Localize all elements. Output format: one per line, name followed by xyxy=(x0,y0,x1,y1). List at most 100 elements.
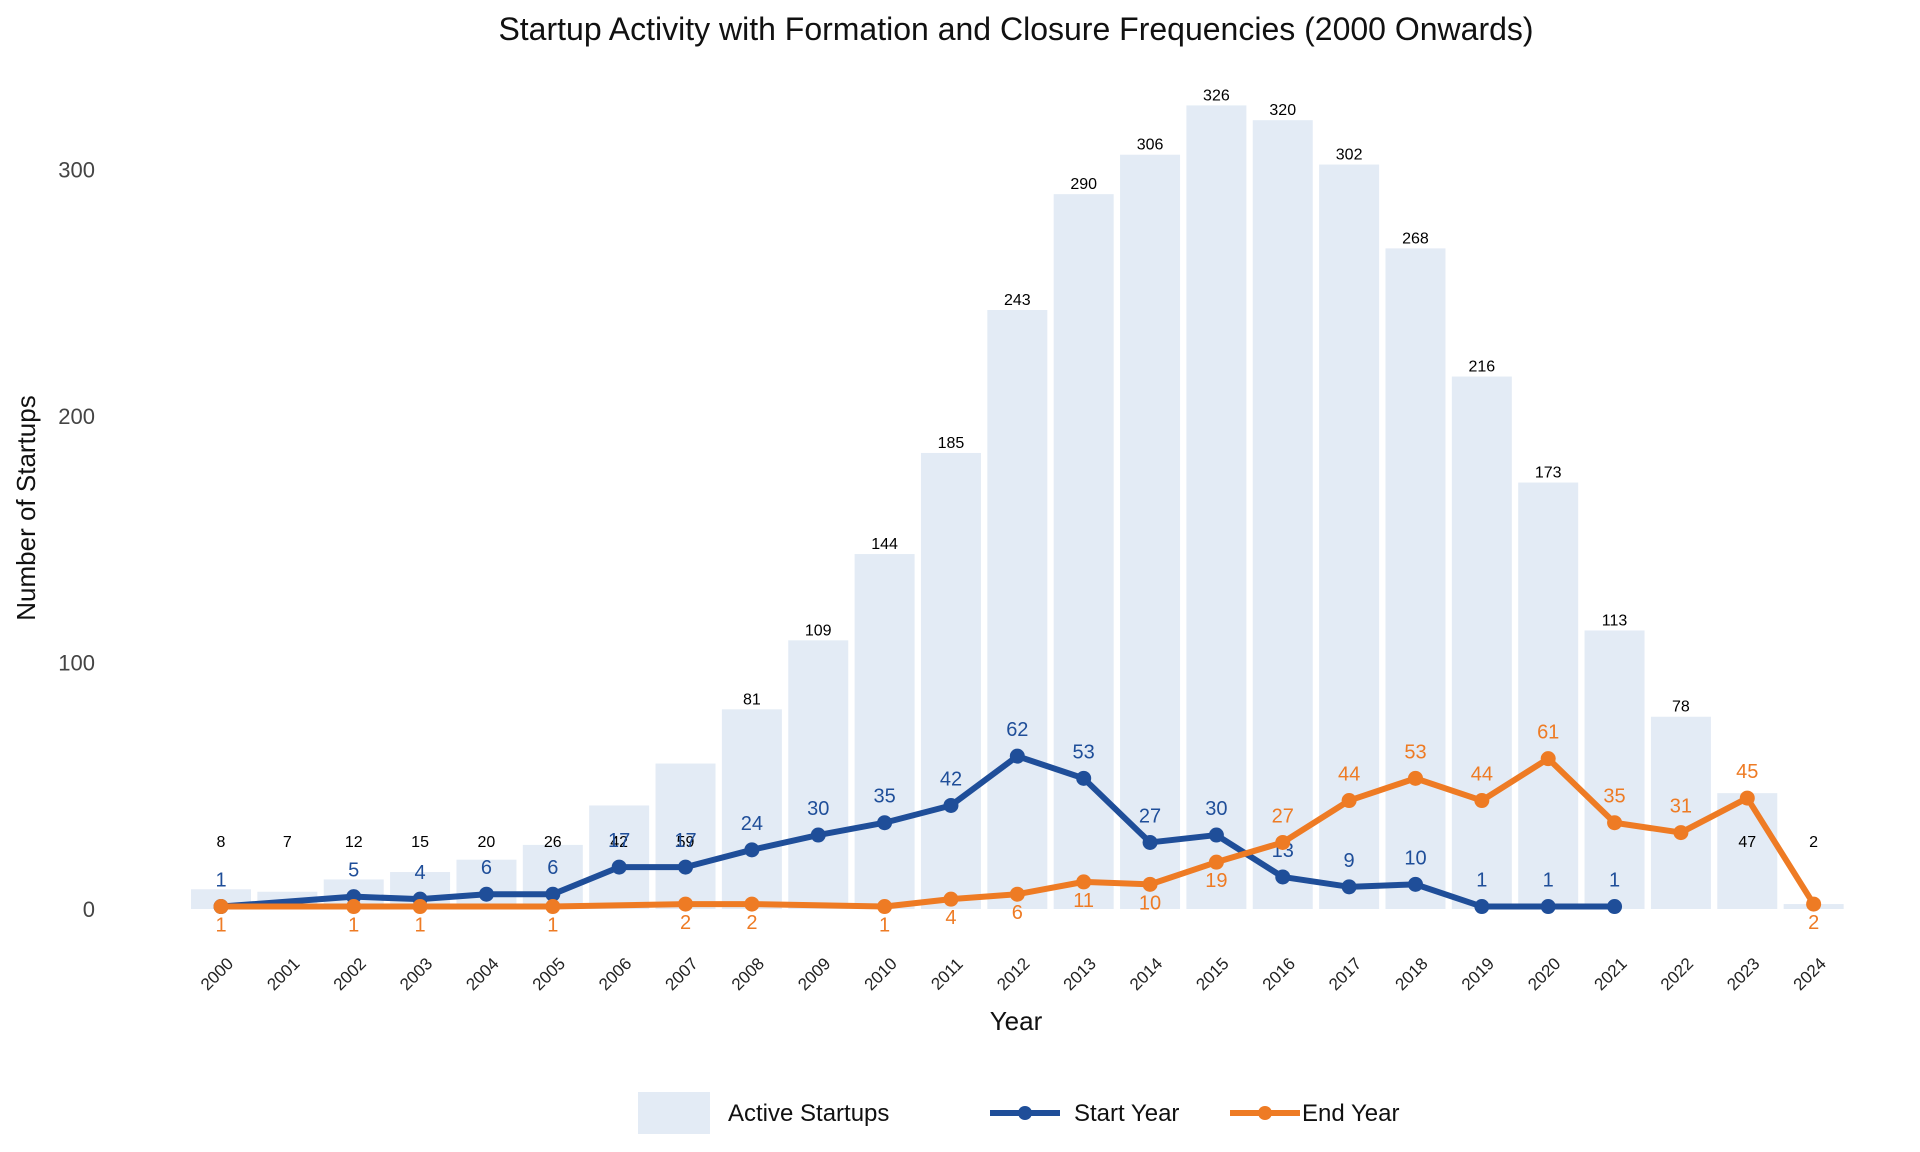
y-tick-label: 200 xyxy=(58,404,95,429)
x-tick-label: 2006 xyxy=(595,954,635,994)
series-label-end-year-2024: 2 xyxy=(1808,912,1819,934)
x-tick-label: 2016 xyxy=(1259,954,1299,994)
x-tick-label: 2020 xyxy=(1524,954,1564,994)
series-label-start-year-2006: 17 xyxy=(608,830,630,852)
bar-value-label-2003: 15 xyxy=(411,834,429,851)
bar-value-label-2010: 144 xyxy=(871,536,898,553)
bar-value-label-2013: 290 xyxy=(1070,176,1097,193)
bar-2019 xyxy=(1451,376,1512,909)
bar-2021 xyxy=(1584,630,1645,909)
series-point-end-year-2007 xyxy=(678,896,694,912)
series-point-end-year-2016 xyxy=(1275,834,1291,850)
chart-title: Startup Activity with Formation and Clos… xyxy=(498,11,1533,47)
series-label-end-year-2017: 44 xyxy=(1338,764,1360,786)
series-point-start-year-2012 xyxy=(1009,748,1025,764)
legend-label-end-year: End Year xyxy=(1302,1100,1399,1127)
series-point-start-year-2019 xyxy=(1474,899,1490,915)
series-point-end-year-2011 xyxy=(943,891,959,907)
series-point-end-year-2005 xyxy=(545,899,561,915)
bar-2023 xyxy=(1717,793,1778,909)
series-point-end-year-2018 xyxy=(1407,770,1423,786)
series-point-end-year-2015 xyxy=(1208,854,1224,870)
bar-2010 xyxy=(854,554,915,909)
series-point-end-year-2020 xyxy=(1540,751,1556,767)
series-label-end-year-2005: 1 xyxy=(547,915,558,937)
bar-labels-layer: 8 7 12 15 20 26 42 59 81 109 144 185 243 290 306 326 320… xyxy=(217,87,1819,851)
series-label-start-year-2015: 30 xyxy=(1205,798,1227,820)
series-point-start-year-2018 xyxy=(1407,876,1423,892)
x-tick-label: 2017 xyxy=(1325,954,1365,994)
series-point-end-year-2000 xyxy=(213,899,229,915)
bar-2007 xyxy=(655,763,716,909)
series-label-start-year-2000: 1 xyxy=(215,870,226,892)
series-label-end-year-2014: 10 xyxy=(1139,892,1161,914)
x-tick-label: 2007 xyxy=(662,954,702,994)
series-point-end-year-2014 xyxy=(1142,876,1158,892)
legend-marker-end-year xyxy=(1258,1106,1272,1120)
bar-2022 xyxy=(1650,716,1711,909)
bar-2017 xyxy=(1319,164,1380,909)
bar-2012 xyxy=(987,310,1048,909)
series-point-start-year-2011 xyxy=(943,797,959,813)
bar-value-label-2022: 78 xyxy=(1672,699,1690,716)
series-point-end-year-2023 xyxy=(1739,790,1755,806)
series-label-start-year-2003: 4 xyxy=(415,862,426,884)
bar-value-label-2011: 185 xyxy=(938,435,965,452)
bar-value-label-2015: 326 xyxy=(1203,87,1230,104)
series-label-end-year-2019: 44 xyxy=(1471,764,1493,786)
x-tick-label: 2004 xyxy=(462,954,502,994)
legend-label-active-startups: Active Startups xyxy=(728,1100,889,1127)
legend-swatch-active-startups xyxy=(638,1092,710,1134)
x-tick-label: 2003 xyxy=(396,954,436,994)
bar-2015 xyxy=(1186,105,1247,909)
x-tick-label: 2001 xyxy=(263,954,303,994)
y-axis: 0 100 200 300 xyxy=(58,158,95,923)
bar-2013 xyxy=(1053,194,1114,909)
x-tick-label: 2011 xyxy=(927,954,966,993)
bar-value-label-2000: 8 xyxy=(217,834,226,851)
series-point-start-year-2013 xyxy=(1076,770,1092,786)
series-label-start-year-2020: 1 xyxy=(1543,870,1554,892)
series-point-start-year-2021 xyxy=(1607,899,1623,915)
series-label-end-year-2002: 1 xyxy=(348,915,359,937)
series-label-start-year-2012: 62 xyxy=(1006,719,1028,741)
bar-value-label-2021: 113 xyxy=(1602,612,1628,629)
bar-value-label-2018: 268 xyxy=(1402,230,1429,247)
series-point-end-year-2002 xyxy=(346,899,362,915)
y-axis-title: Number of Startups xyxy=(11,395,41,620)
bar-value-label-2005: 26 xyxy=(544,834,562,851)
bar-2008 xyxy=(721,709,782,909)
series-label-end-year-2018: 53 xyxy=(1404,741,1426,763)
series-point-end-year-2017 xyxy=(1341,793,1357,809)
series-point-end-year-2021 xyxy=(1607,815,1623,831)
series-point-start-year-2009 xyxy=(810,827,826,843)
series-label-end-year-2010: 1 xyxy=(879,915,890,937)
series-label-start-year-2010: 35 xyxy=(873,786,895,808)
series-point-end-year-2013 xyxy=(1076,874,1092,890)
bar-2014 xyxy=(1120,154,1181,909)
x-tick-label: 2012 xyxy=(993,954,1033,994)
series-label-end-year-2007: 2 xyxy=(680,912,691,934)
series-point-end-year-2022 xyxy=(1673,825,1689,841)
series-label-end-year-2011: 4 xyxy=(945,907,956,929)
x-tick-label: 2010 xyxy=(861,954,901,994)
bar-value-label-2020: 173 xyxy=(1535,465,1562,482)
series-label-start-year-2014: 27 xyxy=(1139,805,1161,827)
series-point-start-year-2020 xyxy=(1540,899,1556,915)
bar-value-label-2016: 320 xyxy=(1269,102,1296,119)
series-label-start-year-2002: 5 xyxy=(348,860,359,882)
series-point-end-year-2024 xyxy=(1806,896,1822,912)
x-tick-label: 2013 xyxy=(1060,954,1100,994)
series-point-start-year-2005 xyxy=(545,886,561,902)
series-label-end-year-2021: 35 xyxy=(1603,786,1625,808)
series-label-end-year-2013: 11 xyxy=(1073,890,1094,912)
series-label-start-year-2013: 53 xyxy=(1073,741,1095,763)
series-point-start-year-2017 xyxy=(1341,879,1357,895)
bar-2006 xyxy=(589,805,650,909)
bar-value-label-2002: 12 xyxy=(345,834,363,851)
series-label-end-year-2016: 27 xyxy=(1272,805,1294,827)
x-tick-label: 2014 xyxy=(1126,954,1166,994)
series-point-start-year-2006 xyxy=(611,859,627,875)
bar-value-label-2017: 302 xyxy=(1336,147,1363,164)
